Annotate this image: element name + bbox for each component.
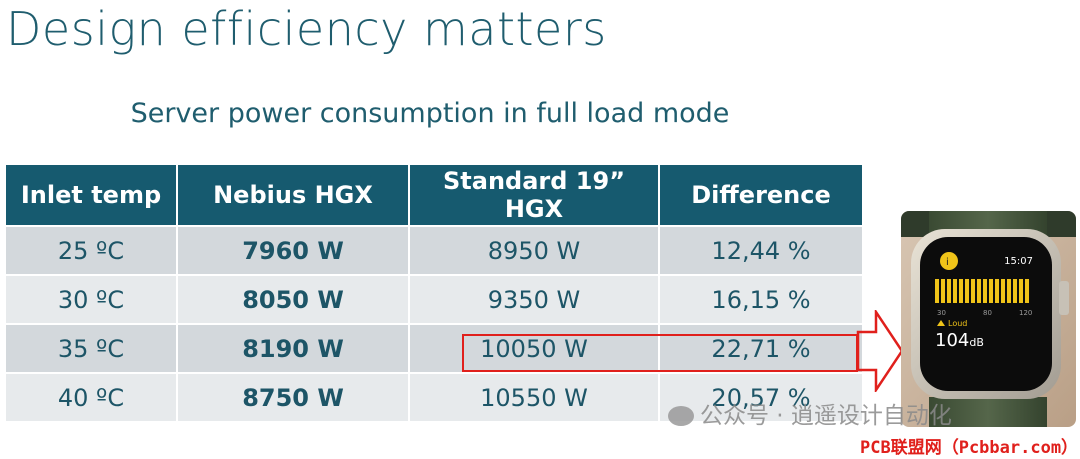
watch-scale-high: 120: [1019, 309, 1032, 317]
cell-inlet-temp: 35 ºC: [6, 323, 178, 372]
header-nebius-hgx: Nebius HGX: [178, 165, 410, 225]
cell-difference: 12,44 %: [660, 225, 862, 274]
table-row: 35 ºC 8190 W 10050 W 22,71 %: [6, 323, 862, 372]
cell-standard-hgx: 10050 W: [410, 323, 660, 372]
watch-photo: i 15:07 30 80 120 Loud 104dB: [901, 211, 1076, 427]
cell-nebius-hgx: 8050 W: [178, 274, 410, 323]
cell-inlet-temp: 40 ºC: [6, 372, 178, 421]
slide-title: Design efficiency matters: [6, 2, 607, 56]
arrow-right-icon: [856, 310, 904, 392]
table-row: 40 ºC 8750 W 10550 W 20,57 %: [6, 372, 862, 421]
watch-status: Loud: [948, 319, 967, 328]
svg-text:104dB: 104dB: [935, 330, 984, 351]
cell-difference: 16,15 %: [660, 274, 862, 323]
cell-standard-hgx: 10550 W: [410, 372, 660, 421]
cell-difference: 22,71 %: [660, 323, 862, 372]
cell-standard-hgx: 8950 W: [410, 225, 660, 274]
cell-inlet-temp: 25 ºC: [6, 225, 178, 274]
watermark-wechat: 公众号 · 逍遥设计自动化: [668, 396, 952, 430]
slide-subtitle: Server power consumption in full load mo…: [130, 98, 730, 129]
watch-unit: dB: [969, 336, 984, 349]
watch-scale-mid: 80: [983, 309, 992, 317]
power-table: Inlet temp Nebius HGX Standard 19” HGX D…: [6, 165, 862, 421]
watch-level: 104: [935, 330, 969, 351]
watermark-text: 公众号 · 逍遥设计自动化: [700, 403, 952, 429]
table-header-row: Inlet temp Nebius HGX Standard 19” HGX D…: [6, 165, 862, 225]
table-row: 30 ºC 8050 W 9350 W 16,15 %: [6, 274, 862, 323]
watch-time: 15:07: [1004, 256, 1033, 267]
header-inlet-temp: Inlet temp: [6, 165, 178, 225]
header-standard-hgx: Standard 19” HGX: [410, 165, 660, 225]
wechat-icon: [668, 406, 694, 426]
table-row: 25 ºC 7960 W 8950 W 12,44 %: [6, 225, 862, 274]
cell-difference: 20,57 %: [660, 372, 862, 421]
highlight-box: [462, 334, 858, 372]
cell-nebius-hgx: 8750 W: [178, 372, 410, 421]
watch-scale-low: 30: [937, 309, 946, 317]
cell-standard-hgx: 9350 W: [410, 274, 660, 323]
cell-inlet-temp: 30 ºC: [6, 274, 178, 323]
cell-nebius-hgx: 8190 W: [178, 323, 410, 372]
header-difference: Difference: [660, 165, 862, 225]
cell-nebius-hgx: 7960 W: [178, 225, 410, 274]
watermark-site: PCB联盟网（Pcbbar.com）: [860, 438, 1079, 458]
svg-text:i: i: [946, 257, 949, 268]
